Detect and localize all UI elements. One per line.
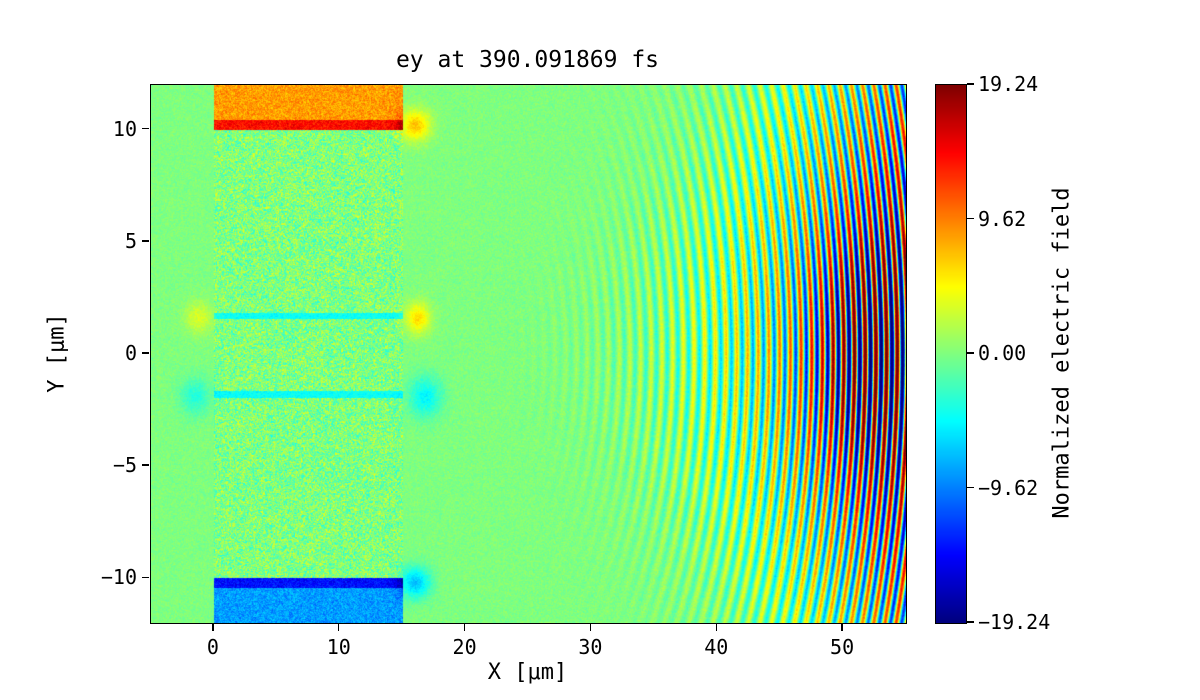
colorbar-tick-label: 9.62 bbox=[978, 206, 1027, 231]
x-axis-label: X [μm] bbox=[487, 660, 568, 685]
x-tick-mark bbox=[715, 624, 717, 631]
colorbar-tick-mark bbox=[967, 621, 974, 623]
x-tick-mark bbox=[212, 624, 214, 631]
heatmap-canvas bbox=[150, 84, 907, 624]
colorbar-tick-mark bbox=[967, 83, 974, 85]
plot-title: ey at 390.091869 fs bbox=[395, 47, 660, 73]
x-tick-label: 30 bbox=[578, 635, 603, 659]
y-tick-label: −10 bbox=[100, 565, 137, 590]
colorbar-tick-label: −9.62 bbox=[978, 475, 1039, 500]
x-tick-label: 20 bbox=[452, 635, 477, 659]
colorbar-tick-label: −19.24 bbox=[978, 610, 1051, 634]
colorbar-tick-mark bbox=[967, 217, 974, 220]
y-tick-mark bbox=[142, 352, 149, 354]
x-tick-mark bbox=[463, 624, 466, 631]
x-tick-label: 10 bbox=[326, 635, 351, 659]
x-tick-label: 40 bbox=[704, 635, 729, 659]
y-tick-label: 0 bbox=[124, 341, 137, 365]
x-tick-label: 50 bbox=[830, 635, 855, 659]
colorbar-tick-mark bbox=[967, 352, 974, 354]
y-tick-mark bbox=[142, 464, 149, 466]
x-tick-mark bbox=[589, 624, 591, 631]
y-tick-mark bbox=[142, 576, 149, 578]
colorbar-tick-label: 19.24 bbox=[978, 72, 1039, 96]
y-axis-label: Y [μm] bbox=[44, 313, 70, 393]
x-tick-mark bbox=[338, 624, 340, 631]
colorbar-canvas bbox=[935, 84, 967, 624]
y-tick-label: 5 bbox=[124, 228, 137, 253]
y-tick-label: −5 bbox=[112, 453, 137, 478]
y-tick-label: 10 bbox=[112, 116, 137, 141]
x-tick-mark bbox=[841, 624, 843, 631]
colorbar-tick-mark bbox=[967, 486, 974, 489]
y-tick-mark bbox=[142, 128, 149, 130]
colorbar-tick-label: 0.00 bbox=[978, 341, 1027, 365]
x-tick-label: 0 bbox=[206, 635, 219, 659]
colorbar-label: Normalized electric field bbox=[1049, 187, 1075, 519]
y-tick-mark bbox=[142, 240, 149, 242]
